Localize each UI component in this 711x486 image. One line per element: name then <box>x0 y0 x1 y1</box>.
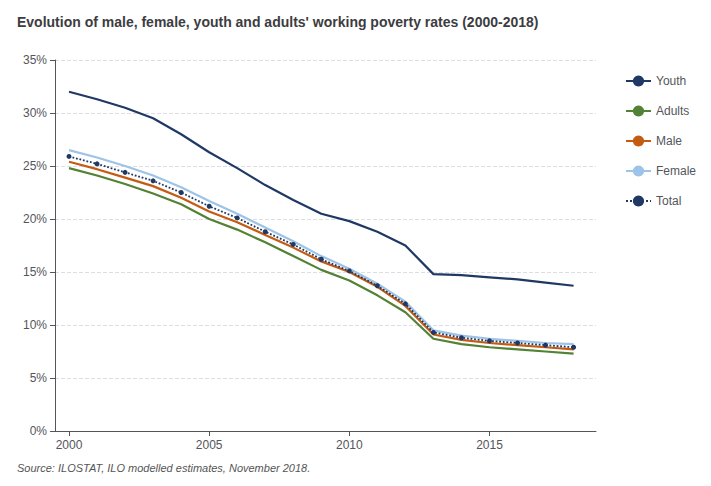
svg-text:Source: ILOSTAT, ILO modelled: Source: ILOSTAT, ILO modelled estimates,… <box>17 462 310 474</box>
svg-text:Total: Total <box>656 194 681 208</box>
svg-text:35%: 35% <box>23 53 47 67</box>
svg-text:Adults: Adults <box>656 104 689 118</box>
svg-text:30%: 30% <box>23 106 47 120</box>
svg-text:2015: 2015 <box>476 438 503 452</box>
svg-text:2005: 2005 <box>196 438 223 452</box>
svg-text:2010: 2010 <box>336 438 363 452</box>
svg-text:5%: 5% <box>30 371 48 385</box>
svg-text:20%: 20% <box>23 212 47 226</box>
svg-text:0%: 0% <box>30 424 48 438</box>
svg-text:15%: 15% <box>23 265 47 279</box>
svg-text:Youth: Youth <box>656 74 686 88</box>
svg-text:10%: 10% <box>23 318 47 332</box>
svg-text:25%: 25% <box>23 159 47 173</box>
svg-text:Male: Male <box>656 134 682 148</box>
svg-text:Evolution of male, female, you: Evolution of male, female, youth and adu… <box>17 14 538 30</box>
svg-text:2000: 2000 <box>56 438 83 452</box>
svg-text:Female: Female <box>656 164 696 178</box>
